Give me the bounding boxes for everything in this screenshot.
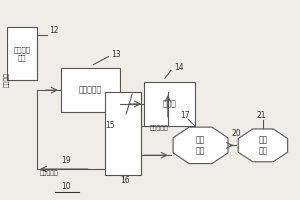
FancyBboxPatch shape [105, 92, 141, 175]
FancyBboxPatch shape [61, 68, 120, 112]
Text: 10: 10 [61, 182, 70, 191]
Polygon shape [173, 127, 228, 164]
Text: 生物反應器: 生物反應器 [79, 86, 102, 95]
Text: 返回的固體: 返回的固體 [40, 170, 59, 176]
Text: 17: 17 [180, 111, 189, 120]
Text: 廢物廢水: 廢物廢水 [4, 72, 10, 87]
Text: 16: 16 [120, 176, 130, 185]
Text: 洋麻加料
系統: 洋麻加料 系統 [14, 47, 31, 61]
Text: 15: 15 [105, 121, 115, 130]
Text: 20: 20 [232, 129, 242, 138]
Text: 12: 12 [49, 26, 58, 35]
Text: 過濾器: 過濾器 [162, 99, 176, 108]
Text: 沉殿的固體: 沉殿的固體 [150, 125, 169, 131]
Text: 21: 21 [257, 111, 266, 120]
Text: 13: 13 [111, 50, 121, 59]
Text: 固體
干燥: 固體 干燥 [258, 136, 268, 155]
Text: 固體
脫水: 固體 脫水 [196, 136, 205, 155]
Text: 14: 14 [174, 63, 183, 72]
FancyBboxPatch shape [144, 82, 195, 126]
FancyBboxPatch shape [7, 27, 37, 80]
Text: 19: 19 [61, 156, 70, 165]
Polygon shape [238, 129, 288, 162]
